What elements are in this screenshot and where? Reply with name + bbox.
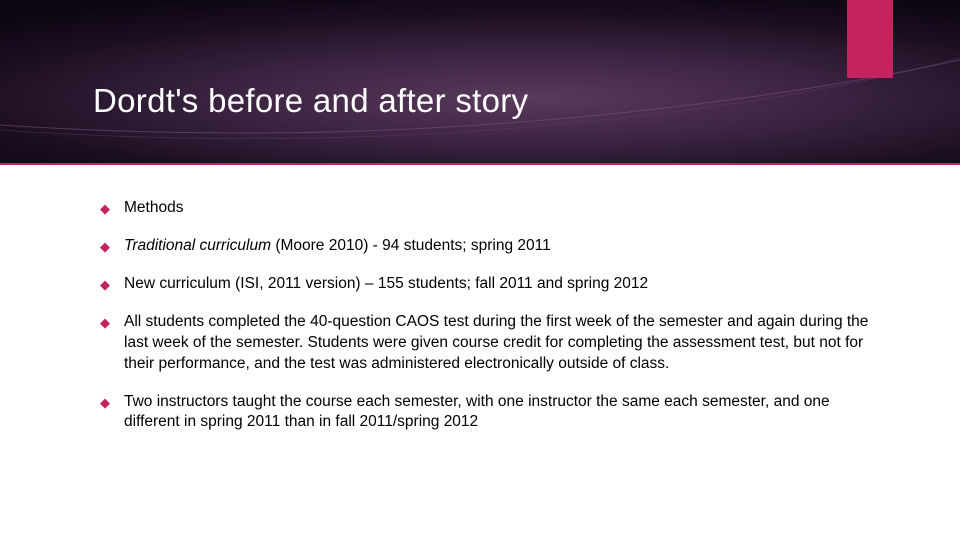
diamond-icon: ◆ bbox=[100, 200, 110, 218]
bullet-text: New curriculum (ISI, 2011 version) – 155… bbox=[124, 274, 875, 295]
bullet-text: Methods bbox=[124, 198, 875, 219]
bullet-item: ◆ New curriculum (ISI, 2011 version) – 1… bbox=[100, 274, 875, 295]
bullet-item: ◆ All students completed the 40-question… bbox=[100, 312, 875, 375]
diamond-icon: ◆ bbox=[100, 276, 110, 294]
header-band: Dordt's before and after story bbox=[0, 0, 960, 164]
slide-title: Dordt's before and after story bbox=[93, 82, 528, 120]
diamond-icon: ◆ bbox=[100, 314, 110, 332]
accent-bar bbox=[847, 0, 893, 78]
bullet-item: ◆ Traditional curriculum (Moore 2010) - … bbox=[100, 236, 875, 257]
header-underline bbox=[0, 163, 960, 165]
bullet-text: Two instructors taught the course each s… bbox=[124, 392, 875, 434]
content-area: ◆ Methods ◆ Traditional curriculum (Moor… bbox=[100, 198, 875, 450]
diamond-icon: ◆ bbox=[100, 394, 110, 412]
bullet-text: Traditional curriculum (Moore 2010) - 94… bbox=[124, 236, 875, 257]
diamond-icon: ◆ bbox=[100, 238, 110, 256]
bullet-item: ◆ Methods bbox=[100, 198, 875, 219]
bullet-text: All students completed the 40-question C… bbox=[124, 312, 875, 375]
bullet-item: ◆ Two instructors taught the course each… bbox=[100, 392, 875, 434]
